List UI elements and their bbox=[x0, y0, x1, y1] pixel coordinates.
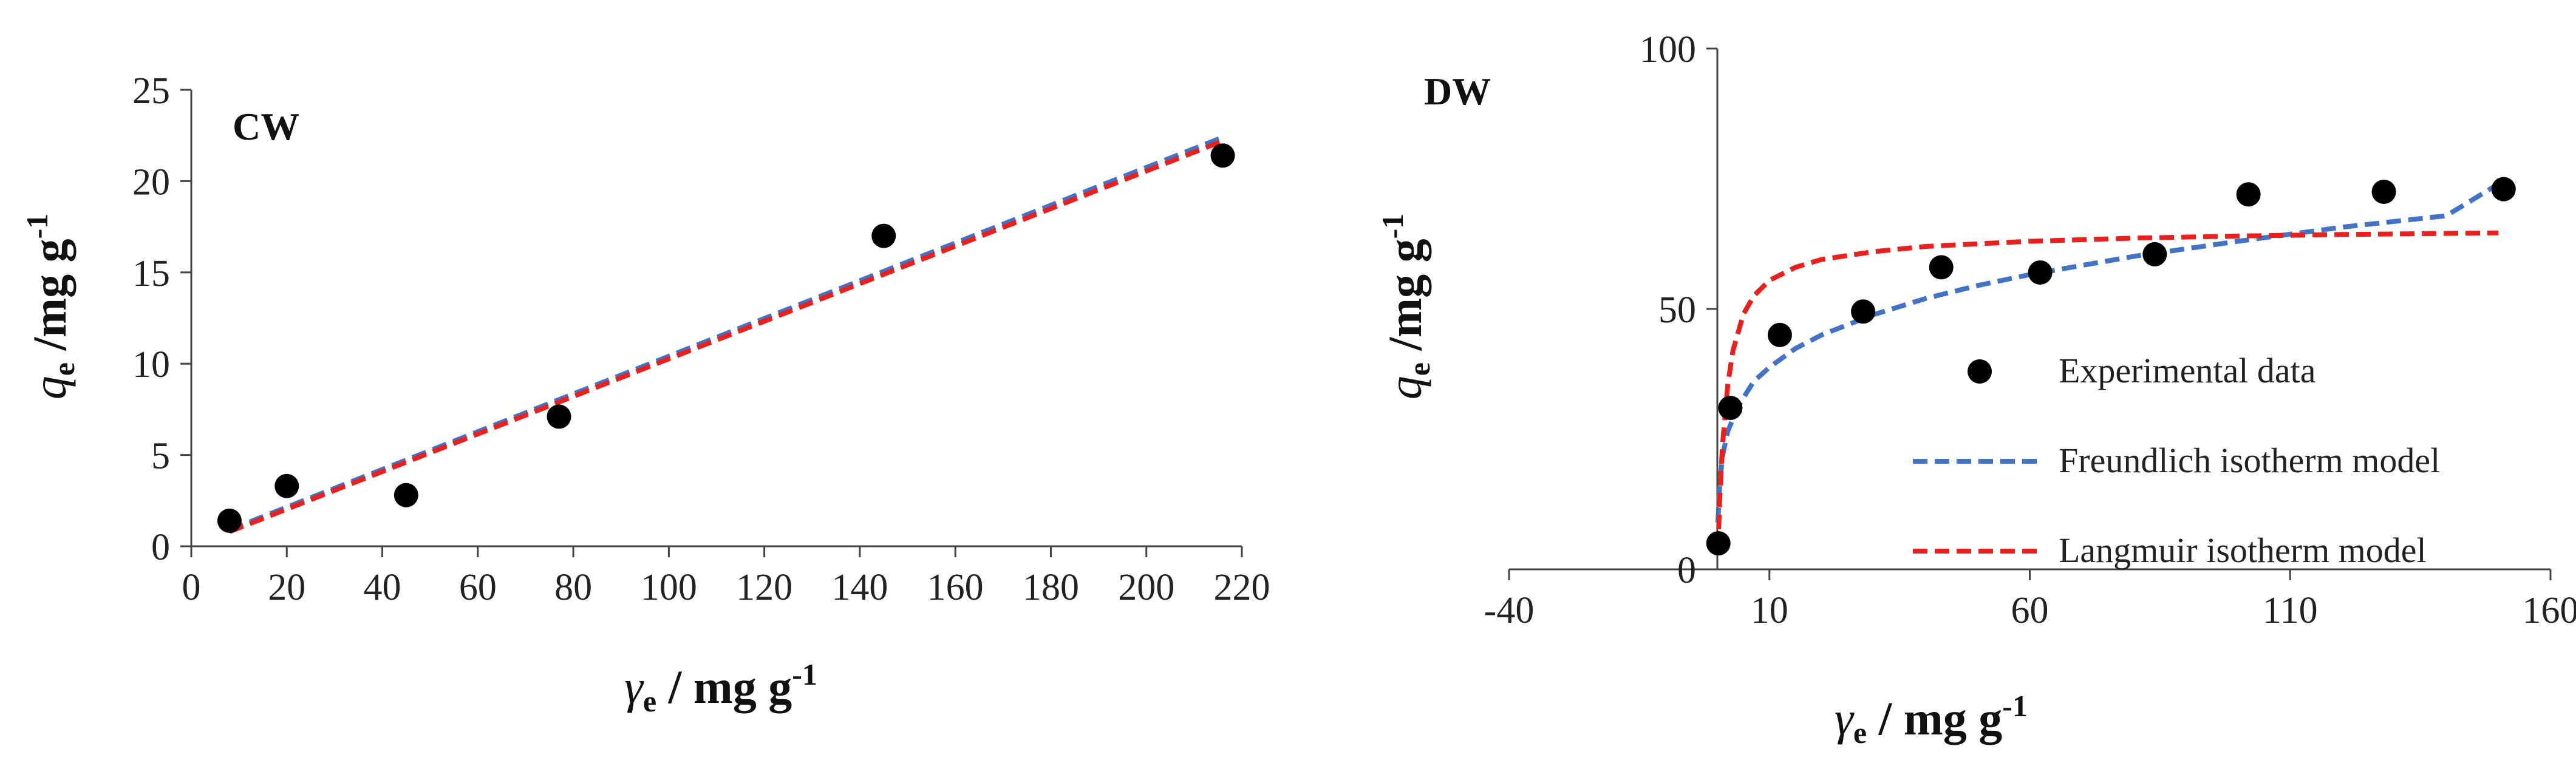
cw-x-tick-label: 100 bbox=[641, 567, 697, 608]
legend-marker-icon bbox=[1968, 359, 1992, 384]
dw-data-point bbox=[1706, 531, 1731, 556]
cw-y-tick-label: 25 bbox=[132, 70, 170, 112]
cw-data-point bbox=[217, 508, 242, 533]
cw-y-axis-text: /mg g bbox=[23, 239, 76, 362]
cw-data-point bbox=[274, 473, 299, 498]
dw-data-point bbox=[2491, 177, 2516, 202]
cw-x-tick-label: 200 bbox=[1118, 567, 1174, 608]
dw-y-tick-label: 0 bbox=[1677, 550, 1696, 591]
cw-x-axis-title: γe / mg g-1 bbox=[624, 657, 817, 718]
cw-model-line-2 bbox=[228, 138, 1224, 534]
cw-panel-label: CW bbox=[233, 105, 299, 148]
cw-x-tick-label: 20 bbox=[268, 567, 305, 608]
cw-data-point bbox=[1210, 143, 1235, 168]
dw-x-tick-label: 110 bbox=[2263, 590, 2318, 631]
legend-entry-label: Langmuir isotherm model bbox=[2059, 530, 2427, 570]
dw-data-point bbox=[2142, 242, 2167, 266]
cw-data-point bbox=[394, 483, 418, 507]
dw-x-axis-subscript: e bbox=[1853, 716, 1867, 750]
dw-x-axis-superscript: -1 bbox=[2002, 689, 2028, 723]
cw-data-point bbox=[547, 404, 571, 429]
cw-x-axis-superscript: -1 bbox=[792, 657, 817, 691]
cw-x-tick-label: 160 bbox=[927, 567, 984, 608]
dw-data-point bbox=[1929, 255, 1954, 280]
dw-y-axis-text: /mg g bbox=[1378, 239, 1431, 362]
cw-y-tick-label: 5 bbox=[151, 436, 170, 477]
cw-x-axis-text: / mg g bbox=[656, 660, 792, 713]
cw-data-point bbox=[871, 223, 896, 248]
dw-x-axis-symbol: γ bbox=[1835, 692, 1855, 745]
cw-y-tick-label: 15 bbox=[132, 253, 170, 294]
dw-data-point bbox=[1851, 299, 1876, 324]
dw-y-axis-title: qe /mg g-1 bbox=[1375, 214, 1436, 400]
legend-entry-label: Freundlich isotherm model bbox=[2059, 441, 2440, 480]
dw-x-tick-label: 10 bbox=[1751, 590, 1788, 631]
dw-y-tick-label: 50 bbox=[1658, 290, 1696, 331]
cw-x-tick-label: 140 bbox=[831, 567, 888, 608]
dw-data-point bbox=[1767, 322, 1792, 347]
dw-data-point bbox=[1718, 396, 1743, 421]
cw-y-tick-label: 0 bbox=[151, 527, 170, 568]
dw-x-axis-text: / mg g bbox=[1867, 692, 2002, 745]
cw-chart: 0 20 40 60 80 100 120 140 160 180 200 220 0 5 10 15 20 25… bbox=[20, 70, 1270, 718]
dw-legend: Experimental data Freundlich isotherm mod… bbox=[1913, 351, 2440, 570]
cw-y-tick-label: 10 bbox=[132, 344, 170, 385]
cw-x-tick-label: 40 bbox=[364, 567, 401, 608]
cw-y-tick-label: 20 bbox=[132, 161, 170, 203]
dw-x-tick-label: -40 bbox=[1484, 590, 1535, 631]
dw-y-tick-label: 100 bbox=[1640, 29, 1696, 70]
dw-x-axis-title: γe / mg g-1 bbox=[1835, 689, 2028, 750]
cw-x-tick-label: 80 bbox=[554, 567, 592, 608]
dw-y-axis-subscript: e bbox=[1402, 362, 1436, 376]
dw-data-point bbox=[2028, 260, 2053, 285]
cw-y-axis-title: qe /mg g-1 bbox=[20, 214, 81, 400]
dw-panel-label: DW bbox=[1424, 70, 1491, 113]
cw-y-axis-superscript: -1 bbox=[20, 214, 54, 239]
cw-x-tick-label: 220 bbox=[1214, 567, 1270, 608]
cw-y-axis-symbol: q bbox=[23, 376, 76, 399]
legend-entry-label: Experimental data bbox=[2059, 351, 2316, 390]
dw-data-point bbox=[2371, 179, 2396, 204]
dw-model-line-1 bbox=[1715, 181, 2500, 523]
dw-y-axis-superscript: -1 bbox=[1375, 214, 1409, 239]
dw-x-tick-label: 60 bbox=[2011, 590, 2049, 631]
cw-x-tick-label: 0 bbox=[182, 567, 201, 608]
cw-x-tick-label: 60 bbox=[459, 567, 497, 608]
dw-x-tick-label: 160 bbox=[2523, 590, 2576, 631]
cw-x-axis-symbol: γ bbox=[624, 660, 644, 713]
dw-y-axis-symbol: q bbox=[1378, 376, 1431, 399]
dw-data-point bbox=[2236, 182, 2261, 207]
cw-x-tick-label: 120 bbox=[736, 567, 792, 608]
cw-x-tick-label: 180 bbox=[1023, 567, 1079, 608]
cw-y-axis-subscript: e bbox=[47, 362, 81, 376]
dw-model-line-2 bbox=[1715, 230, 2499, 552]
cw-x-axis-subscript: e bbox=[643, 684, 656, 718]
